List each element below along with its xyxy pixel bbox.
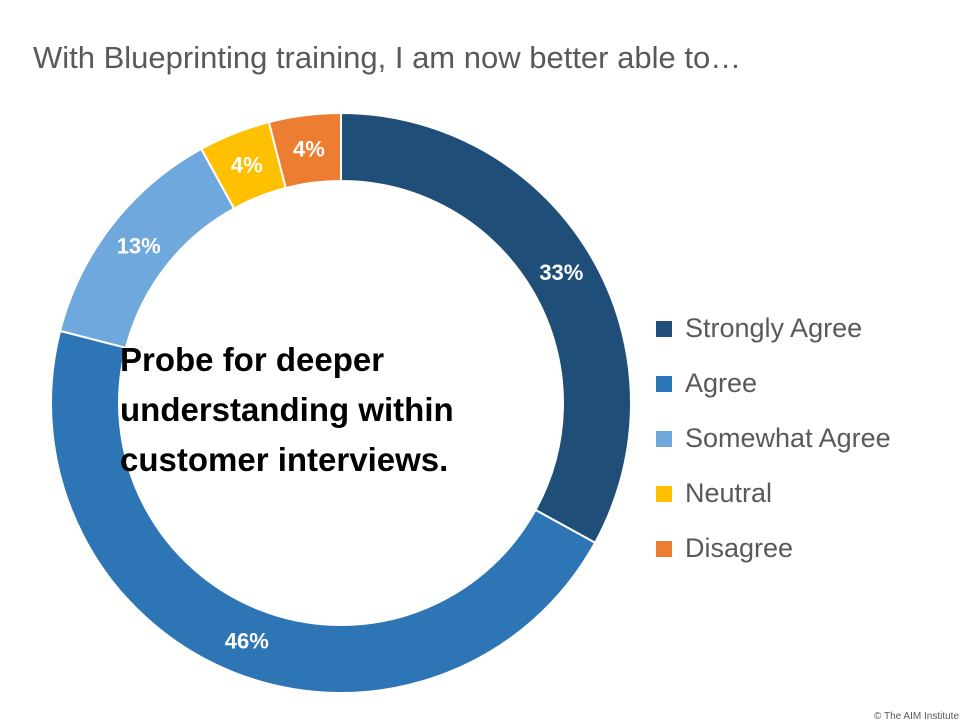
copyright-notice: © The AIM Institute — [874, 711, 959, 722]
legend-item-disagree: Disagree — [656, 521, 891, 576]
data-label-strongly-agree: 33% — [539, 260, 583, 285]
slice-strongly-agree — [340, 111, 632, 545]
legend-label-neutral: Neutral — [685, 478, 773, 508]
doughnut-data-labels: 33% 46% 13% 4% 4% — [117, 137, 584, 654]
chart-legend: Strongly Agree Agree Somewhat Agree Neutral… — [656, 301, 891, 576]
slice-agree — [50, 329, 597, 694]
legend-swatch-disagree — [656, 540, 672, 557]
legend-label-strongly-agree: Strongly Agree — [685, 313, 863, 343]
data-label-agree: 46% — [225, 629, 269, 654]
legend-item-neutral: Neutral — [656, 466, 891, 521]
legend-swatch-agree — [656, 375, 672, 392]
center-caption: Probe for deeper understanding within cu… — [120, 335, 560, 485]
legend-label-disagree: Disagree — [685, 533, 794, 563]
legend-swatch-somewhat-agree — [656, 430, 672, 447]
legend-item-agree: Agree — [656, 356, 891, 411]
data-label-disagree: 4% — [293, 137, 325, 162]
doughnut-slices — [50, 111, 632, 694]
data-label-somewhat-agree: 13% — [117, 234, 161, 259]
legend-label-agree: Agree — [685, 368, 758, 398]
data-label-neutral: 4% — [231, 152, 263, 177]
legend-swatch-neutral — [656, 485, 672, 502]
legend-label-somewhat-agree: Somewhat Agree — [685, 423, 891, 453]
center-caption-line-2: understanding within — [120, 391, 454, 428]
center-caption-line-3: customer interviews. — [120, 441, 449, 478]
slice-disagree — [267, 111, 342, 190]
legend-item-somewhat-agree: Somewhat Agree — [656, 411, 891, 466]
legend-swatch-strongly-agree — [656, 320, 672, 337]
center-caption-line-1: Probe for deeper — [120, 341, 385, 378]
chart-title: With Blueprinting training, I am now bet… — [33, 40, 742, 75]
legend-item-strongly-agree: Strongly Agree — [656, 301, 891, 356]
